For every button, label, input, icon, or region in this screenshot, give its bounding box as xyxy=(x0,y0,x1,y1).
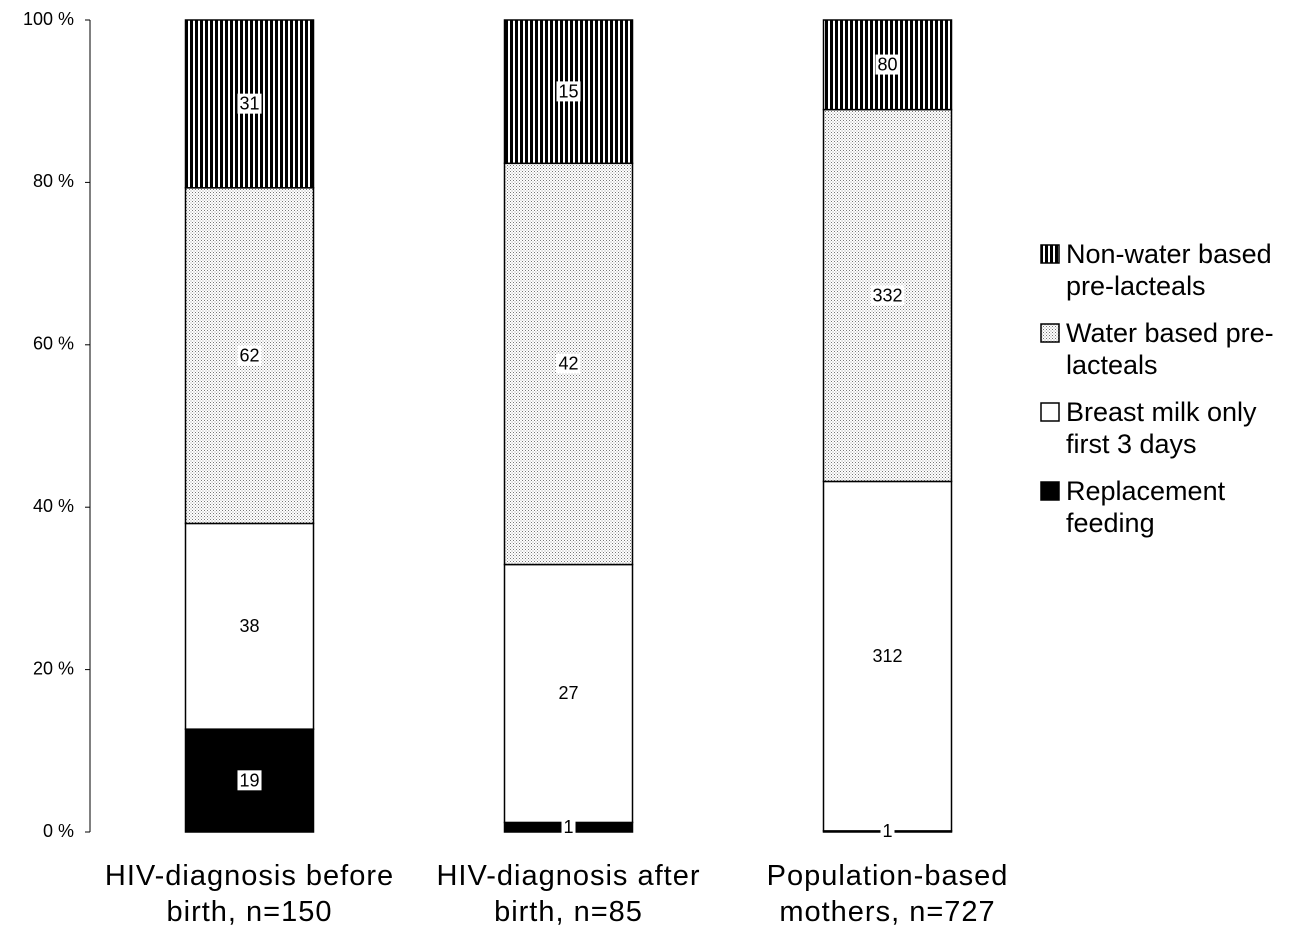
legend-swatch xyxy=(1040,402,1060,422)
data-label-bg xyxy=(237,770,262,791)
y-tick-label: 0 % xyxy=(43,821,74,841)
data-label: 38 xyxy=(237,616,262,637)
y-tick-label: 80 % xyxy=(33,171,74,191)
data-label-bg xyxy=(237,93,262,114)
data-label-bg xyxy=(875,54,900,75)
legend-swatch-fill xyxy=(1040,323,1060,343)
data-label: 80 xyxy=(875,54,900,75)
data-label-bg xyxy=(870,285,905,306)
legend-label: Breast milk only first 3 days xyxy=(1066,397,1257,459)
data-label: 42 xyxy=(556,353,581,374)
x-tick-label: HIV-diagnosis after birth, n=85 xyxy=(436,860,701,927)
data-label-bg xyxy=(556,683,581,704)
y-tick-label: 100 % xyxy=(23,9,74,29)
data-label-text: 312 xyxy=(872,646,902,666)
legend-swatch-fill xyxy=(1040,244,1060,264)
data-label: 1 xyxy=(561,816,576,837)
data-label-text: 1 xyxy=(563,817,573,837)
y-tick-label: 60 % xyxy=(33,334,74,354)
data-label-text: 1 xyxy=(882,821,892,841)
data-label-bg xyxy=(556,353,581,374)
data-label-bg xyxy=(880,821,895,842)
y-tick-label: 20 % xyxy=(33,658,74,678)
legend-item: Non-water based pre-lacteals xyxy=(1040,238,1298,302)
x-tick-label: Population-based mothers, n=727 xyxy=(766,860,1009,927)
legend-item: Water based pre-lacteals xyxy=(1040,317,1298,381)
legend-swatch xyxy=(1040,323,1060,343)
data-label: 31 xyxy=(237,93,262,114)
x-tick-label: HIV-diagnosis before birth, n=150 xyxy=(104,860,395,927)
data-label-text: 62 xyxy=(239,345,259,365)
legend-swatch-fill xyxy=(1040,402,1060,422)
data-label: 19 xyxy=(237,770,262,791)
legend-swatch xyxy=(1040,244,1060,264)
legend-label: Replacement feeding xyxy=(1066,476,1226,538)
legend-swatch xyxy=(1040,481,1060,501)
y-tick-label: 40 % xyxy=(33,496,74,516)
data-label-text: 42 xyxy=(558,354,578,374)
data-label-bg xyxy=(561,816,576,837)
legend-label: Non-water based pre-lacteals xyxy=(1066,239,1272,301)
data-label-text: 15 xyxy=(558,81,578,101)
data-label-text: 38 xyxy=(239,616,259,636)
legend-item: Replacement feeding xyxy=(1040,475,1298,539)
data-label-text: 332 xyxy=(872,285,902,305)
data-label-bg xyxy=(237,345,262,366)
data-label: 312 xyxy=(870,645,905,666)
data-label-bg xyxy=(870,645,905,666)
data-label: 332 xyxy=(870,285,905,306)
data-label-text: 19 xyxy=(239,770,259,790)
data-label-text: 31 xyxy=(239,94,259,114)
data-label-bg xyxy=(556,81,581,102)
data-label: 1 xyxy=(880,821,895,842)
data-label: 15 xyxy=(556,81,581,102)
data-label: 27 xyxy=(556,683,581,704)
legend-label: Water based pre-lacteals xyxy=(1066,318,1274,380)
data-label: 62 xyxy=(237,345,262,366)
legend-swatch-fill xyxy=(1040,481,1060,501)
data-label-text: 80 xyxy=(877,55,897,75)
legend-item: Breast milk only first 3 days xyxy=(1040,396,1298,460)
data-label-bg xyxy=(237,616,262,637)
data-label-text: 27 xyxy=(558,683,578,703)
